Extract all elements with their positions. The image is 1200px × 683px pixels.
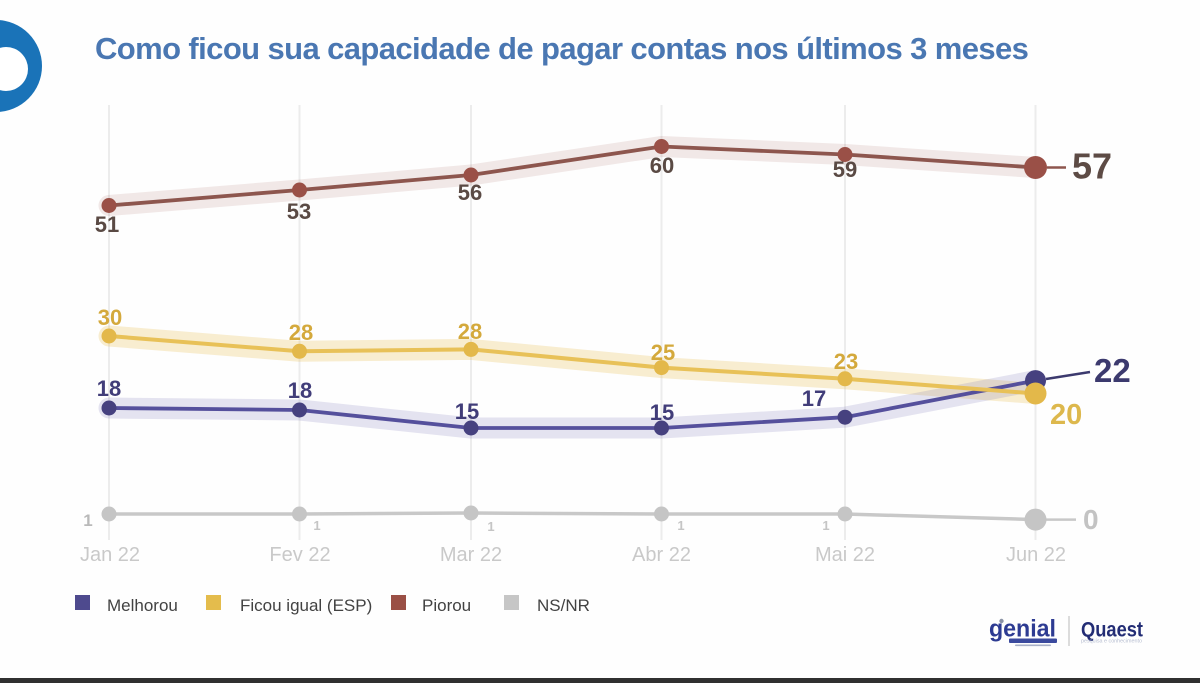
svg-text:1: 1 (822, 518, 829, 533)
svg-text:20: 20 (1050, 399, 1082, 431)
svg-text:51: 51 (95, 212, 119, 237)
svg-text:0: 0 (1083, 504, 1099, 535)
svg-text:Abr 22: Abr 22 (632, 544, 691, 566)
svg-text:56: 56 (458, 180, 482, 205)
svg-text:59: 59 (833, 157, 857, 182)
svg-text:53: 53 (287, 199, 311, 224)
svg-text:18: 18 (97, 376, 121, 401)
svg-text:25: 25 (651, 340, 675, 365)
svg-text:genial: genial (989, 616, 1056, 643)
svg-text:28: 28 (289, 320, 313, 345)
svg-text:30: 30 (98, 305, 122, 330)
svg-text:Jun 22: Jun 22 (1006, 544, 1066, 566)
svg-text:15: 15 (455, 399, 479, 424)
svg-text:Quaest: Quaest (1081, 619, 1143, 642)
svg-text:28: 28 (458, 319, 482, 344)
svg-text:17: 17 (802, 386, 826, 411)
svg-text:15: 15 (650, 400, 674, 425)
svg-text:Jan 22: Jan 22 (80, 544, 140, 566)
svg-text:57: 57 (1072, 146, 1112, 187)
svg-text:23: 23 (834, 349, 858, 374)
svg-text:60: 60 (650, 153, 674, 178)
svg-text:18: 18 (288, 378, 312, 403)
svg-text:1: 1 (677, 518, 684, 533)
svg-text:1: 1 (83, 511, 92, 530)
svg-text:Mai 22: Mai 22 (815, 544, 875, 566)
svg-text:1: 1 (487, 519, 494, 534)
svg-text:22: 22 (1094, 352, 1131, 389)
svg-text:Mar 22: Mar 22 (440, 544, 502, 566)
svg-text:1: 1 (313, 518, 320, 533)
svg-text:pesquisa e conhecimento: pesquisa e conhecimento (1081, 639, 1142, 645)
svg-text:Fev 22: Fev 22 (269, 544, 330, 566)
